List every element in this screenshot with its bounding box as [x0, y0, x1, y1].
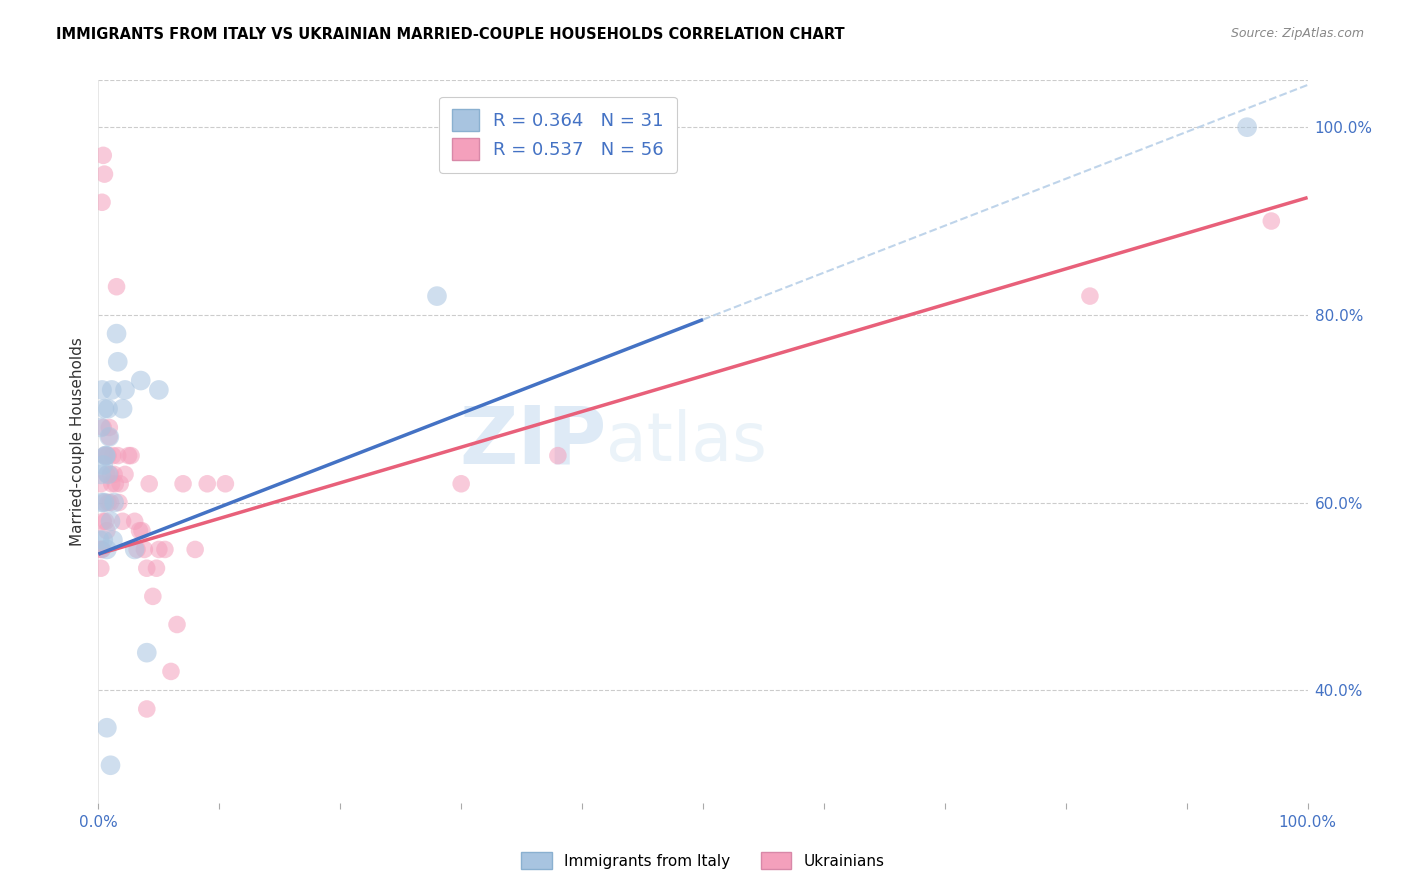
Point: [1236, 120, 1258, 135]
Point: [107, 355, 129, 369]
Text: Source: ZipAtlas.com: Source: ZipAtlas.com: [1230, 27, 1364, 40]
Point: [160, 665, 183, 679]
Point: [90, 476, 112, 491]
Point: [111, 514, 134, 528]
Point: [134, 542, 156, 557]
Point: [93, 167, 115, 181]
Point: [105, 279, 128, 293]
Point: [547, 449, 569, 463]
Point: [120, 449, 142, 463]
Point: [93, 495, 115, 509]
Point: [90, 561, 112, 575]
Point: [100, 758, 122, 772]
Point: [94, 449, 117, 463]
Point: [103, 467, 125, 482]
Point: [91, 148, 114, 162]
Point: [103, 495, 125, 509]
Point: [94, 449, 117, 463]
Legend: R = 0.364   N = 31, R = 0.537   N = 56: R = 0.364 N = 31, R = 0.537 N = 56: [439, 96, 676, 173]
Point: [101, 449, 124, 463]
Point: [107, 449, 129, 463]
Point: [426, 289, 449, 303]
Point: [98, 420, 121, 434]
Point: [1078, 289, 1101, 303]
Point: [96, 467, 118, 482]
Point: [166, 617, 188, 632]
Point: [100, 383, 122, 397]
Point: [135, 561, 157, 575]
Point: [101, 533, 124, 547]
Point: [214, 476, 236, 491]
Point: [93, 495, 115, 509]
Point: [97, 467, 120, 482]
Point: [131, 524, 153, 538]
Point: [195, 476, 218, 491]
Point: [97, 449, 120, 463]
Point: [104, 476, 127, 491]
Point: [153, 542, 176, 557]
Point: [172, 476, 194, 491]
Point: [91, 542, 114, 557]
Text: atlas: atlas: [606, 409, 768, 475]
Point: [128, 524, 150, 538]
Point: [148, 542, 170, 557]
Text: ZIP: ZIP: [458, 402, 606, 481]
Point: [100, 467, 122, 482]
Legend: Immigrants from Italy, Ukrainians: Immigrants from Italy, Ukrainians: [515, 846, 891, 875]
Point: [91, 420, 114, 434]
Point: [91, 458, 114, 472]
Point: [96, 542, 118, 557]
Point: [114, 383, 136, 397]
Point: [94, 449, 117, 463]
Point: [100, 476, 122, 491]
Point: [114, 467, 136, 482]
Point: [90, 467, 112, 482]
Point: [124, 542, 146, 557]
Point: [91, 195, 114, 210]
Text: IMMIGRANTS FROM ITALY VS UKRAINIAN MARRIED-COUPLE HOUSEHOLDS CORRELATION CHART: IMMIGRANTS FROM ITALY VS UKRAINIAN MARRI…: [56, 27, 845, 42]
Y-axis label: Married-couple Households: Married-couple Households: [69, 337, 84, 546]
Point: [129, 374, 152, 388]
Point: [450, 476, 472, 491]
Point: [93, 449, 115, 463]
Point: [91, 383, 114, 397]
Point: [97, 401, 120, 416]
Point: [89, 533, 111, 547]
Point: [93, 401, 115, 416]
Point: [100, 514, 122, 528]
Point: [124, 514, 146, 528]
Point: [105, 326, 128, 341]
Point: [135, 702, 157, 716]
Point: [98, 430, 121, 444]
Point: [127, 542, 149, 557]
Point: [145, 561, 167, 575]
Point: [91, 542, 114, 557]
Point: [89, 542, 111, 557]
Point: [96, 721, 118, 735]
Point: [118, 449, 141, 463]
Point: [91, 514, 114, 528]
Point: [1260, 214, 1282, 228]
Point: [111, 401, 134, 416]
Point: [90, 420, 112, 434]
Point: [142, 590, 165, 604]
Point: [97, 495, 120, 509]
Point: [96, 524, 118, 538]
Point: [91, 495, 114, 509]
Point: [98, 430, 121, 444]
Point: [135, 646, 157, 660]
Point: [138, 476, 160, 491]
Point: [91, 533, 114, 547]
Point: [100, 495, 122, 509]
Point: [108, 476, 131, 491]
Point: [184, 542, 207, 557]
Point: [108, 495, 131, 509]
Point: [94, 514, 117, 528]
Point: [148, 383, 170, 397]
